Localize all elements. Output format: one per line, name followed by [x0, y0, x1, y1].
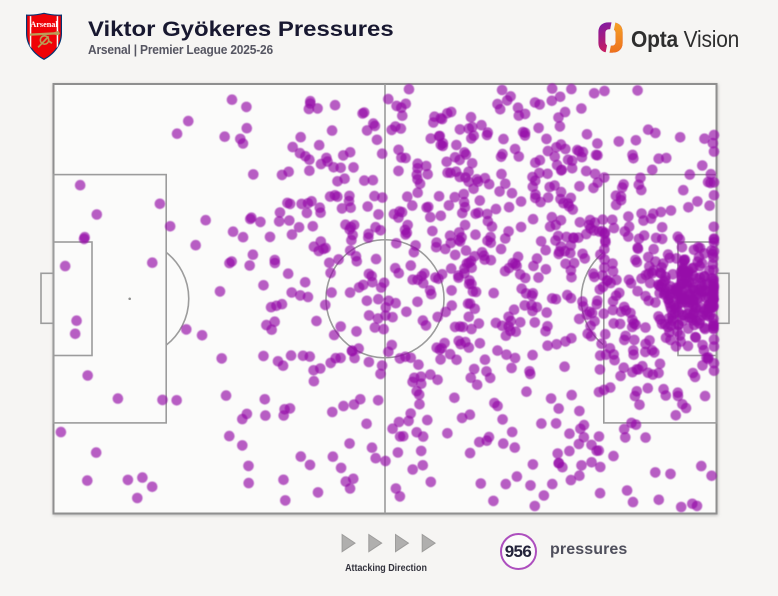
svg-text:Arsenal: Arsenal [30, 20, 58, 29]
